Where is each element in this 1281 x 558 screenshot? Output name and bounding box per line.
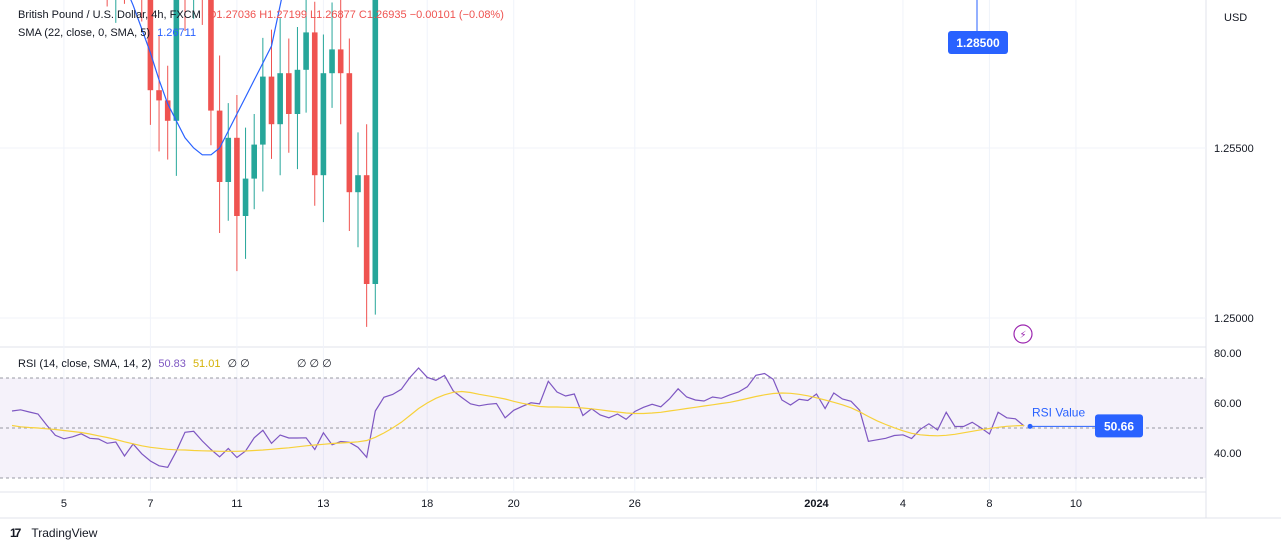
candle-body [164, 100, 171, 121]
symbol-title: British Pound / U.S. Dollar, 4h, FXCM [18, 9, 201, 21]
candle-body [260, 76, 266, 145]
annotation-badge-label: 1.28500 [956, 36, 1000, 50]
rsi-annotation-badge-label: 50.66 [1104, 419, 1134, 433]
candle-body [251, 144, 257, 179]
price-legend: British Pound / U.S. Dollar, 4h, FXCM O1… [18, 9, 508, 21]
rsi-annotation-badge [1095, 414, 1143, 438]
candle-body [234, 137, 240, 216]
sma-line [130, 0, 282, 156]
candle-body [208, 0, 214, 111]
ohlc-values: O1.27036 H1.27199 L1.26877 C1.26935 −0.0… [207, 9, 504, 21]
time-axis-tick-label: 11 [231, 498, 242, 510]
candle-body [286, 73, 292, 114]
annotation-badge [948, 31, 1008, 54]
time-axis-tick-label: 26 [629, 498, 641, 510]
rsi-axis-tick-label: 80.00 [1214, 348, 1242, 360]
event-icon [1013, 324, 1033, 344]
candle-body [173, 0, 180, 121]
time-axis-tick-label: 13 [317, 498, 329, 510]
rsi-line [11, 367, 1025, 468]
sma-label: SMA (22, close, 0, SMA, 5) [18, 27, 151, 39]
candle-body [320, 73, 327, 176]
rsi-ma-line [11, 390, 1025, 452]
rsi-ma-value: 51.01 [192, 358, 221, 370]
candle-body [216, 110, 223, 182]
rsi-annotation-marker [1027, 423, 1033, 429]
candle-body [355, 175, 361, 193]
candle-body [363, 175, 370, 284]
candle-body [277, 73, 283, 125]
rsi-label: RSI (14, close, SMA, 14, 2) [18, 358, 152, 370]
time-axis-tick-label: 18 [421, 498, 433, 510]
tradingview-logo[interactable]: 17 TradingView [10, 526, 97, 540]
price-axis-tick-label: 1.25000 [1214, 313, 1254, 325]
time-axis-tick-label: 10 [1070, 498, 1082, 510]
candle-body [268, 76, 275, 125]
time-axis-tick-label: 8 [986, 498, 992, 510]
candle-body [311, 32, 318, 176]
candle-body [337, 49, 344, 74]
rsi-extra-2: ∅ ∅ ∅ [296, 358, 332, 370]
branding-text: TradingView [31, 526, 98, 540]
time-axis-tick-label: 2024 [804, 498, 829, 510]
price-axis-tick-label: 1.25500 [1214, 143, 1254, 155]
time-axis-tick-label: 20 [508, 498, 520, 510]
candle-body [329, 49, 335, 74]
candle-body [303, 32, 309, 70]
time-axis-tick-label: 7 [147, 498, 153, 510]
candle-body [242, 178, 249, 216]
rsi-axis-tick-label: 60.00 [1214, 398, 1242, 410]
candle-body [294, 69, 301, 114]
sma-value: 1.26711 [157, 27, 197, 39]
time-axis-tick-label: 5 [61, 498, 67, 510]
rsi-value: 50.83 [158, 358, 186, 370]
time-axis-tick-label: 4 [900, 498, 906, 510]
rsi-annotation-text: RSI Value [1032, 405, 1085, 419]
rsi-legend: RSI (14, close, SMA, 14, 2) 50.83 51.01 … [18, 357, 336, 370]
rsi-axis-tick-label: 40.00 [1214, 448, 1242, 460]
rsi-extra-1: ∅ ∅ [227, 358, 250, 370]
candle-body [225, 137, 232, 182]
sma-legend: SMA (22, close, 0, SMA, 5) 1.26711 [18, 27, 200, 39]
event-icon-glyph: ⚡ [1019, 330, 1026, 341]
candle-body [346, 73, 353, 193]
candle-body [147, 0, 154, 91]
tradingview-icon: 17 [10, 526, 21, 540]
candle-body [372, 0, 379, 284]
candle-body [156, 90, 162, 101]
currency-label[interactable]: USD [1224, 12, 1248, 24]
